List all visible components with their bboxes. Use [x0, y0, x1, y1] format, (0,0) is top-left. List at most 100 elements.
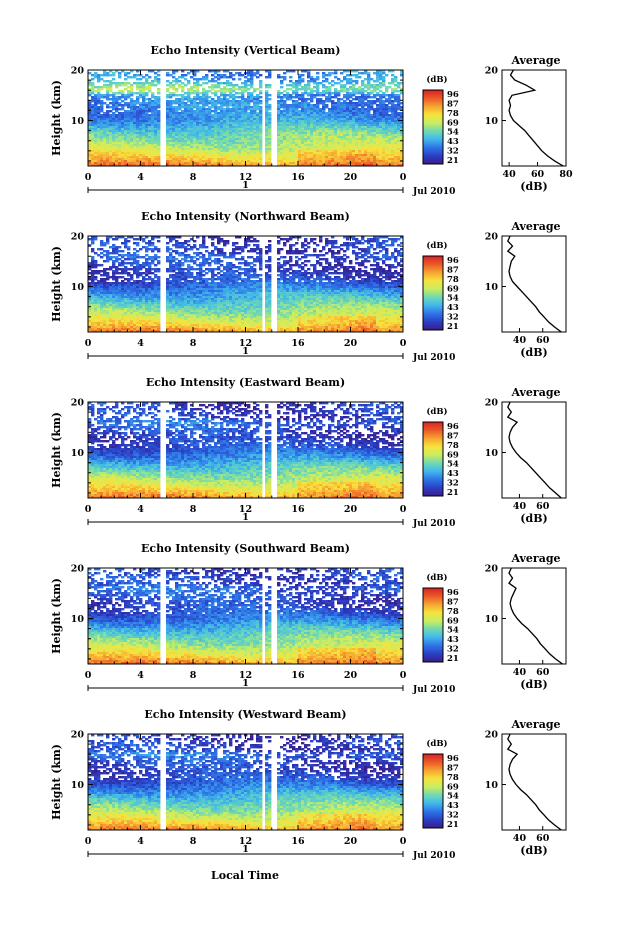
heatmap-cell: [367, 242, 370, 244]
heatmap-cell: [346, 82, 349, 84]
heatmap-cell: [229, 96, 232, 98]
heatmap-cell: [289, 76, 292, 78]
profile-x-tick-label: 40: [502, 169, 516, 180]
heatmap-cell: [373, 264, 376, 266]
heatmap-cell: [283, 96, 286, 98]
heatmap-cell: [310, 80, 313, 82]
heatmap-cell: [148, 258, 151, 260]
heatmap-cell: [109, 74, 112, 76]
heatmap-cell: [199, 256, 202, 258]
heatmap-cell: [340, 248, 343, 250]
heatmap-cell: [196, 258, 199, 260]
heatmap-cell: [316, 244, 319, 246]
heatmap-cell: [184, 92, 187, 94]
heatmap-cell: [145, 82, 148, 84]
heatmap-cell: [193, 86, 196, 88]
heatmap-cell: [358, 252, 361, 254]
heatmap-cell: [373, 102, 376, 104]
heatmap-cell: [118, 246, 121, 248]
heatmap-cell: [334, 96, 337, 98]
heatmap-cell: [91, 92, 94, 94]
heatmap-cell: [226, 76, 229, 78]
heatmap-cell: [253, 90, 256, 92]
heatmap-cell: [355, 82, 358, 84]
heatmap-cell: [349, 88, 352, 90]
heatmap-cell: [289, 252, 292, 254]
heatmap-cell: [385, 90, 388, 92]
heatmap-cell: [136, 250, 139, 252]
heatmap-cell: [109, 90, 112, 92]
heatmap-cell: [349, 266, 352, 268]
heatmap-cell: [100, 110, 103, 112]
heatmap-cell: [319, 250, 322, 252]
heatmap-cell: [256, 76, 259, 78]
heatmap-cell: [136, 88, 139, 90]
heatmap-cell: [244, 264, 247, 266]
heatmap-cell: [169, 240, 172, 242]
heatmap-cell: [328, 74, 331, 76]
heatmap-cell: [184, 250, 187, 252]
heatmap-cell: [298, 258, 301, 260]
heatmap-cell: [343, 96, 346, 98]
heatmap-cell: [142, 256, 145, 258]
heatmap-cell: [286, 252, 289, 254]
heatmap-cell: [121, 100, 124, 102]
heatmap-cell: [322, 248, 325, 250]
heatmap-cell: [244, 76, 247, 78]
heatmap-cell: [304, 264, 307, 266]
heatmap-cell: [364, 254, 367, 256]
heatmap-cell: [106, 242, 109, 244]
heatmap-cell: [331, 92, 334, 94]
x-tick-label: 0: [400, 172, 407, 183]
heatmap-cell: [220, 254, 223, 256]
heatmap-cell: [316, 78, 319, 80]
heatmap-cell: [391, 244, 394, 246]
heatmap-cell: [292, 244, 295, 246]
heatmap-cell: [364, 260, 367, 262]
heatmap-cell: [196, 98, 199, 100]
profile-title: Average: [510, 54, 560, 67]
heatmap-cell: [328, 242, 331, 244]
heatmap-cell: [175, 82, 178, 84]
heatmap-cell: [298, 98, 301, 100]
heatmap-cell: [331, 246, 334, 248]
heatmap-cell: [382, 96, 385, 98]
heatmap-cell: [388, 102, 391, 104]
heatmap-cell: [355, 92, 358, 94]
heatmap-cell: [325, 100, 328, 102]
heatmap-cell: [214, 254, 217, 256]
heatmap-cell: [238, 78, 241, 80]
heatmap-cell: [226, 256, 229, 258]
heatmap-cell: [265, 246, 268, 248]
heatmap-cell: [139, 248, 142, 250]
heatmap-cell: [259, 92, 262, 94]
heatmap-cell: [307, 88, 310, 90]
heatmap-cell: [289, 98, 292, 100]
heatmap-cell: [304, 256, 307, 258]
heatmap-cell: [220, 94, 223, 96]
heatmap-cell: [190, 92, 193, 94]
heatmap-cell: [133, 242, 136, 244]
heatmap-cell: [148, 76, 151, 78]
heatmap-cell: [301, 262, 304, 264]
heatmap-cell: [211, 254, 214, 256]
heatmap-cell: [238, 96, 241, 98]
heatmap-cell: [250, 256, 253, 258]
heatmap-cell: [340, 244, 343, 246]
heatmap-cell: [379, 90, 382, 92]
heatmap-cell: [178, 246, 181, 248]
heatmap-cell: [343, 250, 346, 252]
heatmap-cell: [217, 90, 220, 92]
heatmap-cell: [319, 264, 322, 266]
heatmap-cell: [301, 74, 304, 76]
heatmap-cell: [331, 80, 334, 82]
heatmap-cell: [307, 242, 310, 244]
heatmap-cell: [343, 90, 346, 92]
heatmap-cell: [127, 82, 130, 84]
heatmap-cell: [229, 104, 232, 106]
heatmap-cell: [247, 264, 250, 266]
heatmap-cell: [256, 248, 259, 250]
heatmap-cell: [313, 86, 316, 88]
heatmap-cell: [358, 72, 361, 74]
x-tick-label: 16: [291, 172, 305, 183]
